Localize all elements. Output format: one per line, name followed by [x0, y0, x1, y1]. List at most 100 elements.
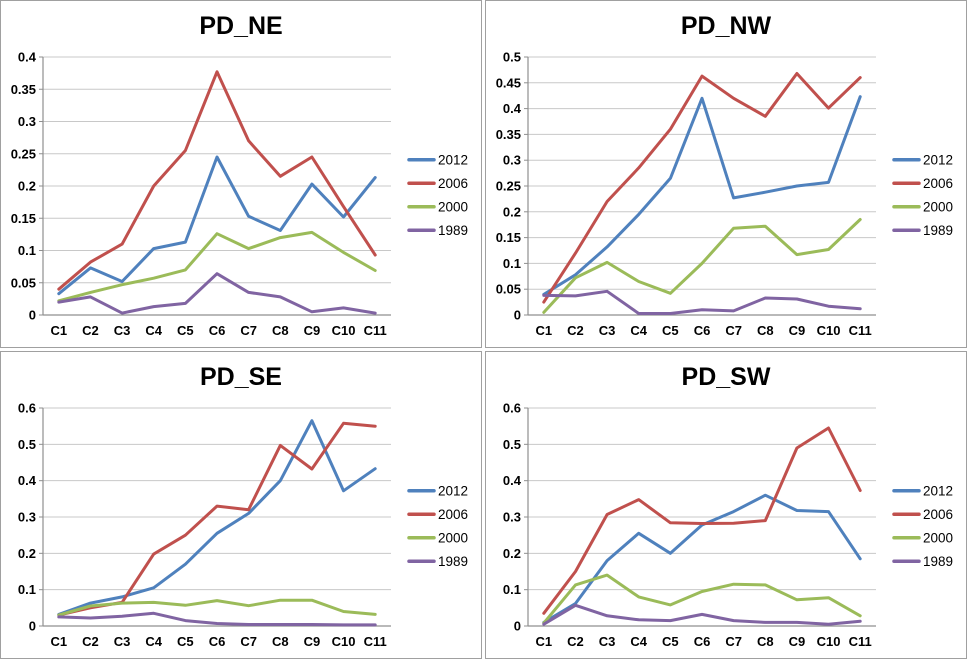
- y-tick-label: 0.1: [18, 243, 36, 258]
- y-tick-label: 0.6: [18, 401, 36, 416]
- series-line-2006: [57, 421, 377, 617]
- x-tick-label: C2: [82, 634, 99, 649]
- legend-label-2000: 2000: [923, 199, 953, 214]
- y-tick-label: 0.4: [18, 50, 37, 65]
- x-tick-label: C1: [51, 323, 68, 338]
- series-line-1989: [542, 289, 862, 315]
- y-tick-label: 0.1: [18, 582, 36, 597]
- legend-label-2012: 2012: [438, 152, 468, 167]
- x-tick-label: C5: [177, 634, 194, 649]
- y-tick-label: 0.5: [18, 437, 36, 452]
- y-tick-label: 0.3: [503, 510, 521, 525]
- x-tick-label: C5: [662, 634, 679, 649]
- legend-label-2006: 2006: [438, 507, 468, 522]
- x-tick-label: C9: [304, 323, 321, 338]
- series-line-2000: [542, 218, 862, 314]
- y-tick-label: 0.15: [496, 230, 521, 245]
- legend-label-1989: 1989: [923, 554, 953, 569]
- x-tick-label: C1: [536, 634, 553, 649]
- y-tick-label: 0.2: [503, 204, 521, 219]
- legend-label-2000: 2000: [438, 199, 468, 214]
- series-line-2006: [542, 72, 862, 304]
- legend-label-2012: 2012: [923, 483, 953, 498]
- y-tick-label: 0.2: [18, 546, 36, 561]
- x-tick-label: C4: [145, 323, 162, 338]
- x-tick-label: C11: [364, 323, 387, 338]
- x-tick-label: C6: [209, 323, 226, 338]
- legend-label-1989: 1989: [438, 554, 468, 569]
- series-line-2012: [57, 419, 377, 616]
- legend-label-1989: 1989: [438, 223, 468, 238]
- series-line-2006: [57, 70, 377, 291]
- y-tick-label: 0.5: [503, 437, 521, 452]
- y-tick-label: 0.6: [503, 401, 521, 416]
- y-tick-label: 0.1: [503, 582, 521, 597]
- x-tick-label: C6: [694, 323, 711, 338]
- y-tick-label: 0.4: [503, 101, 522, 116]
- chart-pd_se: PD_SE 0 0.1 0.2 0.3 0.4 0.5 0.6 C1 C2 C3 C4 C5 C6 C7 C8…: [18, 363, 468, 649]
- y-tick-label: 0.4: [503, 473, 522, 488]
- x-tick-label: C4: [145, 634, 162, 649]
- chart-pd_ne: PD_NE 0 0.05 0.1 0.15 0.2 0.25 0.3 0.35 0.4 C1 C2 C3…: [11, 12, 468, 338]
- x-tick-label: C7: [725, 634, 742, 649]
- legend-label-2006: 2006: [923, 507, 953, 522]
- chart-title: PD_SW: [682, 363, 771, 391]
- series-line-1989: [57, 272, 377, 315]
- series-line-1989: [542, 603, 862, 626]
- x-tick-label: C5: [662, 323, 679, 338]
- y-tick-label: 0.4: [18, 473, 37, 488]
- chart-panel-pd-ne: PD_NE 0 0.05 0.1 0.15 0.2 0.25 0.3 0.35 0.4 C1 C2 C3…: [0, 0, 482, 348]
- series-line-2012: [57, 155, 377, 296]
- y-tick-label: 0.35: [496, 127, 521, 142]
- y-tick-label: 0: [29, 308, 36, 323]
- x-tick-label: C2: [567, 323, 584, 338]
- y-tick-label: 0.5: [503, 50, 521, 65]
- chart-pd_nw: PD_NW 0 0.05 0.1 0.15 0.2 0.25 0.3 0.35 0.4 0.45 0.…: [496, 12, 953, 338]
- x-tick-label: C4: [630, 634, 647, 649]
- x-tick-label: C10: [817, 323, 841, 338]
- y-tick-label: 0.3: [18, 114, 36, 129]
- chart-panel-pd-se: PD_SE 0 0.1 0.2 0.3 0.4 0.5 0.6 C1 C2 C3 C4 C5 C6 C7 C8…: [0, 351, 482, 659]
- x-tick-label: C3: [114, 634, 131, 649]
- chart-pd_sw: PD_SW 0 0.1 0.2 0.3 0.4 0.5 0.6 C1 C2 C3 C4 C5 C6 C7 C8…: [503, 363, 953, 649]
- y-tick-label: 0.2: [503, 546, 521, 561]
- x-tick-label: C3: [114, 323, 131, 338]
- chart-title: PD_NE: [199, 12, 282, 40]
- x-tick-label: C2: [82, 323, 99, 338]
- chart-panel-pd-nw: PD_NW 0 0.05 0.1 0.15 0.2 0.25 0.3 0.35 0.4 0.45 0.…: [485, 0, 967, 348]
- x-tick-label: C6: [694, 634, 711, 649]
- series-line-2006: [542, 426, 862, 615]
- chart-panel-pd-sw: PD_SW 0 0.1 0.2 0.3 0.4 0.5 0.6 C1 C2 C3 C4 C5 C6 C7 C8…: [485, 351, 967, 659]
- legend-label-2006: 2006: [923, 176, 953, 191]
- y-tick-label: 0.05: [496, 282, 521, 297]
- x-tick-label: C2: [567, 634, 584, 649]
- y-tick-label: 0: [514, 308, 521, 323]
- x-tick-label: C1: [51, 634, 68, 649]
- x-tick-label: C11: [364, 634, 387, 649]
- series-line-2012: [542, 493, 862, 624]
- x-tick-label: C9: [789, 634, 806, 649]
- x-tick-label: C8: [272, 634, 289, 649]
- legend-label-2012: 2012: [923, 152, 953, 167]
- x-tick-label: C5: [177, 323, 194, 338]
- series-line-2000: [57, 230, 377, 303]
- legend-label-2012: 2012: [438, 483, 468, 498]
- x-tick-label: C8: [272, 323, 289, 338]
- x-tick-label: C7: [240, 323, 257, 338]
- y-tick-label: 0: [514, 619, 521, 634]
- y-tick-label: 0.3: [503, 153, 521, 168]
- x-tick-label: C3: [599, 634, 616, 649]
- x-tick-label: C7: [240, 634, 257, 649]
- y-tick-label: 0.15: [11, 211, 36, 226]
- y-tick-label: 0.45: [496, 75, 521, 90]
- y-tick-label: 0.2: [18, 179, 36, 194]
- legend-label-1989: 1989: [923, 223, 953, 238]
- chart-title: PD_NW: [681, 12, 772, 40]
- x-tick-label: C11: [849, 323, 872, 338]
- series-line-2000: [542, 573, 862, 625]
- series-line-1989: [57, 611, 377, 627]
- y-tick-label: 0.25: [11, 146, 36, 161]
- x-tick-label: C10: [817, 634, 841, 649]
- x-tick-label: C8: [757, 323, 774, 338]
